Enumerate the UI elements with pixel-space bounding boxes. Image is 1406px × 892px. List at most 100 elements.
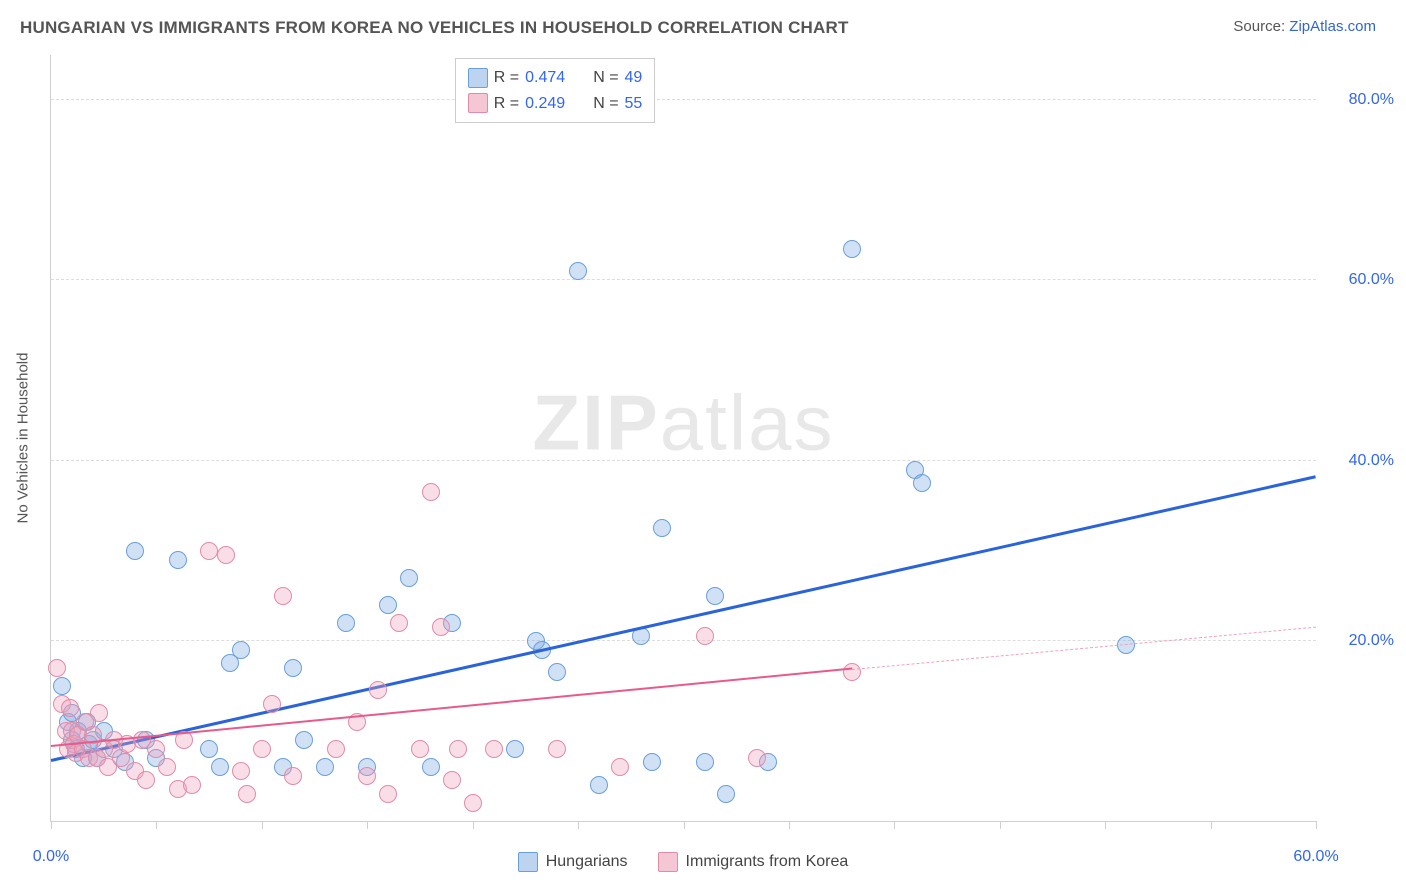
data-point-korea xyxy=(611,758,629,776)
legend-item-korea: Immigrants from Korea xyxy=(658,852,849,872)
x-tick xyxy=(367,821,368,829)
data-point-korea xyxy=(548,740,566,758)
x-tick xyxy=(473,821,474,829)
data-point-korea xyxy=(748,749,766,767)
data-point-korea xyxy=(217,546,235,564)
data-point-hungarians xyxy=(232,641,250,659)
y-tick-label: 80.0% xyxy=(1349,91,1394,109)
data-point-korea xyxy=(158,758,176,776)
data-point-korea xyxy=(379,785,397,803)
legend-stats-row-hungarians: R =0.474N =49 xyxy=(468,65,643,91)
gridline xyxy=(51,279,1316,280)
data-point-hungarians xyxy=(590,776,608,794)
data-point-korea xyxy=(422,483,440,501)
data-point-hungarians xyxy=(53,677,71,695)
r-value: 0.249 xyxy=(525,91,565,117)
data-point-korea xyxy=(183,776,201,794)
x-tick xyxy=(1211,821,1212,829)
data-point-korea xyxy=(284,767,302,785)
data-point-hungarians xyxy=(400,569,418,587)
legend-stats-box: R =0.474N =49R =0.249N =55 xyxy=(455,58,656,123)
data-point-hungarians xyxy=(717,785,735,803)
data-point-korea xyxy=(696,627,714,645)
source-link[interactable]: ZipAtlas.com xyxy=(1289,18,1376,35)
legend-label: Immigrants from Korea xyxy=(686,853,849,871)
legend-swatch xyxy=(518,852,538,872)
data-point-korea xyxy=(253,740,271,758)
legend-label: Hungarians xyxy=(546,853,628,871)
x-tick xyxy=(51,821,52,829)
data-point-hungarians xyxy=(548,663,566,681)
x-tick xyxy=(262,821,263,829)
data-point-korea xyxy=(358,767,376,785)
x-tick xyxy=(1316,821,1317,829)
y-tick-label: 20.0% xyxy=(1349,632,1394,650)
data-point-korea xyxy=(369,681,387,699)
data-point-korea xyxy=(843,663,861,681)
r-label: R = xyxy=(494,91,519,117)
data-point-hungarians xyxy=(211,758,229,776)
data-point-korea xyxy=(90,704,108,722)
regression-line-korea xyxy=(51,668,852,747)
data-point-korea xyxy=(147,740,165,758)
y-tick-label: 60.0% xyxy=(1349,271,1394,289)
data-point-korea xyxy=(200,542,218,560)
data-point-hungarians xyxy=(643,753,661,771)
x-tick xyxy=(789,821,790,829)
watermark: ZIPatlas xyxy=(532,377,834,468)
x-tick xyxy=(894,821,895,829)
r-value: 0.474 xyxy=(525,65,565,91)
data-point-hungarians xyxy=(913,474,931,492)
data-point-hungarians xyxy=(696,753,714,771)
x-tick xyxy=(578,821,579,829)
gridline xyxy=(51,99,1316,100)
data-point-korea xyxy=(327,740,345,758)
data-point-korea xyxy=(485,740,503,758)
data-point-korea xyxy=(432,618,450,636)
data-point-hungarians xyxy=(337,614,355,632)
data-point-hungarians xyxy=(295,731,313,749)
data-point-hungarians xyxy=(706,587,724,605)
x-tick xyxy=(684,821,685,829)
x-tick xyxy=(156,821,157,829)
data-point-korea xyxy=(238,785,256,803)
data-point-hungarians xyxy=(506,740,524,758)
data-point-hungarians xyxy=(126,542,144,560)
scatter-chart: No Vehicles in Household ZIPatlas 20.0%4… xyxy=(50,55,1316,822)
gridline xyxy=(51,460,1316,461)
chart-title: HUNGARIAN VS IMMIGRANTS FROM KOREA NO VE… xyxy=(20,18,849,38)
data-point-hungarians xyxy=(284,659,302,677)
regression-line-korea-extended xyxy=(852,626,1316,669)
data-point-korea xyxy=(263,695,281,713)
data-point-korea xyxy=(274,587,292,605)
r-label: R = xyxy=(494,65,519,91)
legend-swatch xyxy=(658,852,678,872)
source-attribution: Source: ZipAtlas.com xyxy=(1233,18,1376,35)
data-point-hungarians xyxy=(843,240,861,258)
data-point-korea xyxy=(232,762,250,780)
data-point-korea xyxy=(464,794,482,812)
data-point-hungarians xyxy=(379,596,397,614)
regression-line-hungarians xyxy=(51,476,1317,763)
data-point-korea xyxy=(61,699,79,717)
data-point-hungarians xyxy=(169,551,187,569)
y-tick-label: 40.0% xyxy=(1349,452,1394,470)
data-point-hungarians xyxy=(422,758,440,776)
n-label: N = xyxy=(593,91,618,117)
data-point-hungarians xyxy=(200,740,218,758)
x-tick xyxy=(1105,821,1106,829)
x-tick xyxy=(1000,821,1001,829)
data-point-korea xyxy=(449,740,467,758)
data-point-korea xyxy=(48,659,66,677)
legend-swatch xyxy=(468,93,488,113)
data-point-korea xyxy=(390,614,408,632)
n-label: N = xyxy=(593,65,618,91)
data-point-korea xyxy=(411,740,429,758)
data-point-korea xyxy=(443,771,461,789)
data-point-hungarians xyxy=(316,758,334,776)
data-point-hungarians xyxy=(653,519,671,537)
n-value: 55 xyxy=(625,91,643,117)
legend-swatch xyxy=(468,68,488,88)
data-point-hungarians xyxy=(569,262,587,280)
y-axis-label: No Vehicles in Household xyxy=(15,353,32,524)
